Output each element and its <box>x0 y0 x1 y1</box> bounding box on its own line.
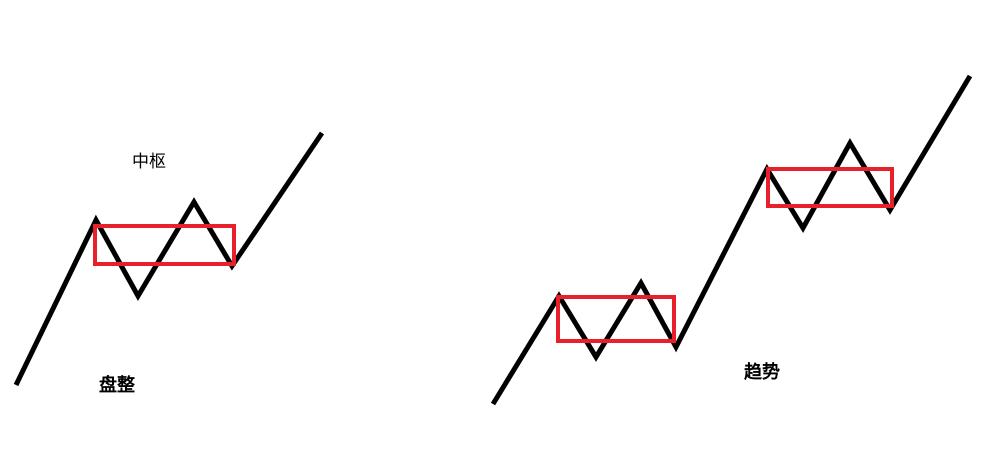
trend-diagram <box>490 74 973 406</box>
consolidation-diagram <box>13 131 325 387</box>
consolidation-label: 盘整 <box>99 375 135 396</box>
trend-pivot-box-upper <box>766 167 894 208</box>
trend-label: 趋势 <box>744 362 780 383</box>
consolidation-price-line <box>13 131 325 387</box>
trend-price-line <box>490 74 973 406</box>
consolidation-pivot-box <box>93 224 236 266</box>
trend-pivot-box-lower <box>556 295 676 343</box>
pivot-label: 中枢 <box>132 152 166 172</box>
